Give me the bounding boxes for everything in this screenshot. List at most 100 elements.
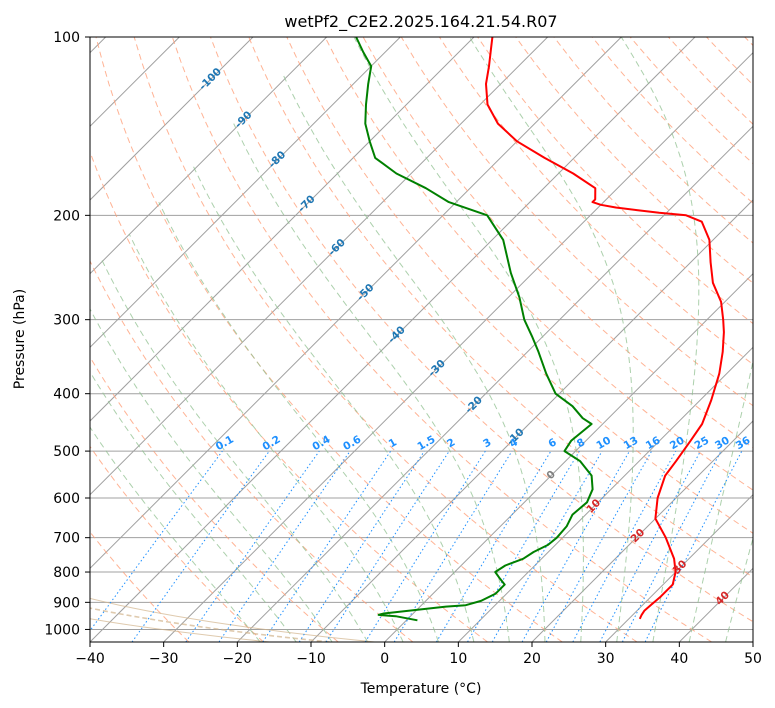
isotherm-line: [678, 567, 753, 642]
isotherm-line: [90, 37, 549, 496]
moist-adiabat-line: [233, 123, 510, 642]
isotherm-line: [531, 420, 753, 642]
moist-adiabat-line: [725, 536, 753, 642]
mixing-ratio-line: [185, 450, 320, 642]
isotherm-line: [90, 37, 622, 570]
mixing-ratio-label: 13: [622, 434, 641, 452]
isotherm-line: [90, 37, 328, 275]
temperature-profile-line: [485, 37, 725, 620]
x-axis: −40 −30 −20 −10 0 10 20 30 40 50: [75, 642, 762, 667]
y-tick-label: 700: [53, 531, 80, 547]
dry-adiabat-line: [171, 37, 712, 642]
mixing-ratio-line: [218, 450, 351, 642]
mixing-ratio-line: [644, 450, 743, 642]
mixing-ratio-label: 2: [445, 436, 457, 450]
x-tick-label: −10: [296, 651, 326, 667]
reference-curve: [90, 618, 270, 642]
mixing-ratio-line: [298, 450, 425, 642]
dry-adiabat-line: [515, 37, 753, 284]
x-tick-label: −40: [75, 651, 105, 667]
y-tick-label: 800: [53, 565, 80, 581]
isotherm-line: [752, 641, 753, 642]
dry-adiabat-line: [286, 37, 753, 534]
mixing-ratio-line: [393, 450, 513, 642]
dry-adiabat-line: [248, 37, 753, 578]
mixing-ratio-line: [90, 450, 223, 632]
moist-adiabat-line: [158, 201, 439, 642]
chart-title: wetPf2_C2E2.2025.164.21.54.R07: [284, 12, 557, 32]
mixing-ratio-label: 1: [387, 436, 399, 450]
moist-adiabat-line: [620, 37, 700, 642]
dewpoint-profile-line: [355, 37, 594, 622]
moist-adiabat-line: [99, 256, 369, 642]
dry-adiabat-line: [90, 259, 414, 642]
moist-adiabat-line: [688, 358, 753, 642]
background-lines: [90, 37, 753, 642]
isotherm-line: [605, 493, 753, 642]
dry-adiabat-line: [210, 37, 753, 623]
moist-adiabat-line: [90, 308, 333, 642]
dry-adiabat-line: [324, 37, 753, 491]
x-tick-label: 20: [523, 651, 541, 667]
y-tick-label: 500: [53, 444, 80, 460]
isotherm-line: [90, 37, 475, 422]
mixing-ratio-label: 0.6: [341, 433, 363, 453]
x-tick-label: −30: [149, 651, 179, 667]
isotherm-line: [236, 125, 753, 642]
isotherm-line: [163, 51, 753, 642]
mixing-ratio-label: 0.2: [261, 433, 283, 453]
mixing-ratio-line: [599, 450, 701, 642]
x-tick-label: −20: [223, 651, 253, 667]
mixing-ratio-line: [435, 450, 552, 642]
dry-adiabat-line: [553, 37, 753, 244]
mixing-ratio-label: 6: [546, 436, 558, 450]
dry-adiabat-line: [95, 37, 563, 642]
y-tick-label: 900: [53, 595, 80, 611]
isotherm-line: [90, 37, 696, 642]
y-tick-label: 400: [53, 387, 80, 403]
isotherm-line: [384, 272, 753, 642]
dry-adiabat-line: [706, 37, 753, 86]
y-axis-label: Pressure (hPa): [12, 289, 28, 389]
reference-curve: [90, 597, 375, 642]
dry-adiabat-line: [90, 531, 190, 642]
mixing-ratio-label: 10: [594, 434, 613, 452]
isotherm-line: [90, 37, 254, 201]
y-tick-label: 200: [53, 208, 80, 224]
moist-adiabat-line: [353, 37, 584, 642]
isotherm-line: [310, 199, 753, 642]
mixing-ratio-label: 0.4: [310, 433, 332, 453]
mixing-ratio-label: 8: [575, 436, 587, 450]
plot-frame: [89, 36, 754, 643]
x-tick-label: 40: [670, 651, 688, 667]
moist-adiabat-line: [90, 426, 261, 642]
y-tick-label: 600: [53, 491, 80, 507]
x-tick-label: 50: [744, 651, 762, 667]
moist-adiabat-line: [90, 370, 297, 642]
moist-adiabat-line: [192, 165, 475, 642]
mixing-ratio-label: 16: [644, 434, 663, 452]
mixing-ratio-label: 30: [713, 434, 732, 452]
dry-adiabat-line: [90, 150, 488, 642]
mixing-ratio-line: [545, 450, 653, 642]
x-tick-label: 30: [597, 651, 615, 667]
mixing-ratio-label: 25: [693, 434, 712, 452]
y-tick-label: 1000: [44, 622, 80, 638]
x-tick-label: 10: [449, 651, 467, 667]
moist-adiabat-line: [128, 233, 404, 642]
dry-adiabat-line: [90, 356, 339, 642]
moist-adiabat-line: [469, 37, 634, 642]
dry-adiabat-line: [133, 37, 638, 642]
dry-adiabat-line: [591, 37, 753, 204]
mixing-ratio-line: [262, 450, 392, 642]
line-labels: -100-90-80-70-60-50-40-30-20-10010203040…: [197, 66, 752, 608]
mixing-ratio-label: 3: [481, 436, 493, 450]
mixing-ratio-line: [521, 450, 630, 642]
mixing-ratio-label: 1.5: [415, 433, 437, 453]
data-series: [355, 37, 725, 622]
mixing-ratio-line: [325, 450, 450, 642]
x-axis-label: Temperature (°C): [360, 681, 482, 697]
mixing-ratio-label: 0.1: [214, 433, 236, 453]
mixing-ratio-line: [131, 450, 270, 642]
